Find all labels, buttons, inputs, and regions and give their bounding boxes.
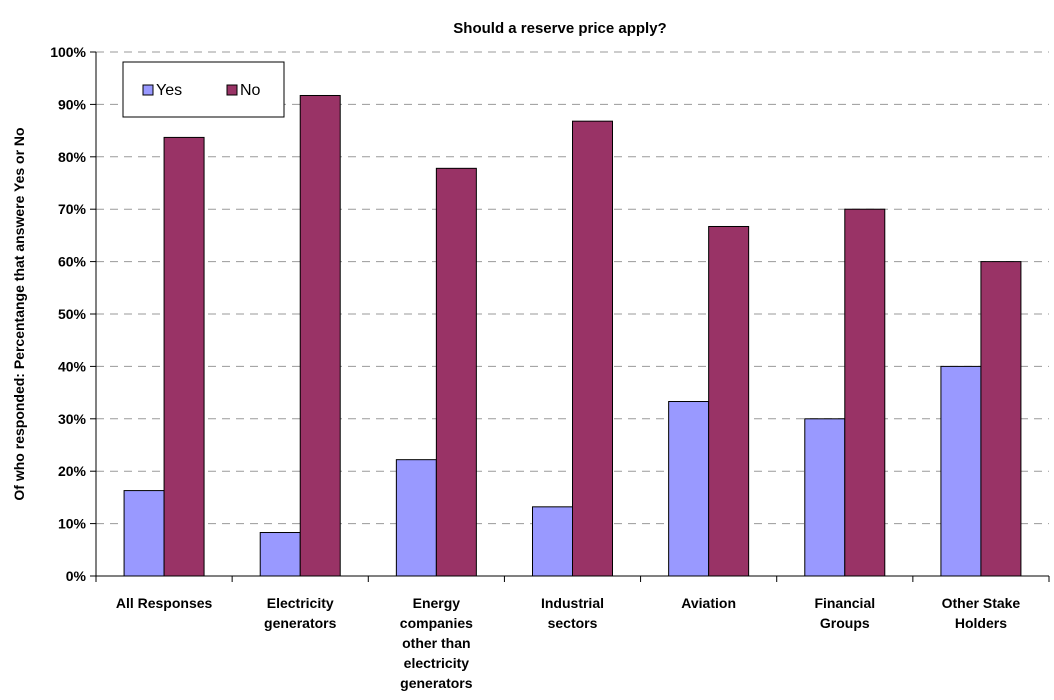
y-tick-label: 50% <box>58 306 87 322</box>
x-category-label-line: companies <box>400 615 473 631</box>
y-tick-labels: 0% 10% 20% 30% 40% 50% 60% 70% 80% 90% 100% <box>50 44 86 584</box>
x-category-label: Industrial sectors <box>541 595 604 631</box>
bar-no-1 <box>299 94 341 577</box>
x-category-label-line: Other Stake <box>942 595 1021 611</box>
y-tick-label: 70% <box>58 201 87 217</box>
x-category-label-line: Industrial <box>541 595 604 611</box>
bar-no-4 <box>708 225 750 577</box>
bar-no-5 <box>844 208 886 577</box>
y-tick-label: 20% <box>58 463 87 479</box>
bar-yes-5 <box>804 418 846 577</box>
bar-yes-4 <box>668 401 710 577</box>
legend-swatch-yes <box>142 84 154 96</box>
bar-yes-2 <box>395 459 437 577</box>
y-tick-label: 60% <box>58 254 87 270</box>
x-category-label: Other Stake Holders <box>942 595 1021 631</box>
legend: Yes No <box>122 61 285 118</box>
bar-yes-6 <box>940 365 982 577</box>
bar-yes-0 <box>123 490 165 577</box>
bar-no-3 <box>572 120 613 577</box>
legend-label-yes: Yes <box>156 82 182 99</box>
bar-no-0 <box>163 136 205 577</box>
bars <box>123 94 1022 577</box>
x-category-label-line: generators <box>264 615 337 631</box>
x-category-label-line: other than <box>402 635 470 651</box>
x-category-label-line: Holders <box>955 615 1007 631</box>
x-category-label-line: electricity <box>404 655 470 671</box>
x-category-label: Energy companies other than electricity gene… <box>400 595 473 691</box>
bar-yes-1 <box>259 532 301 577</box>
y-tick-label: 100% <box>50 44 86 60</box>
x-category-label: Aviation <box>681 595 736 611</box>
y-tick-label: 80% <box>58 149 87 165</box>
y-tick-label: 30% <box>58 411 87 427</box>
legend-label-no: No <box>240 82 261 99</box>
x-category-label-line: sectors <box>548 615 598 631</box>
x-category-label-line: Financial <box>814 595 875 611</box>
y-tick-label: 10% <box>58 516 87 532</box>
x-category-label-line: All Responses <box>116 595 213 611</box>
x-category-label-line: generators <box>400 675 473 691</box>
x-category-label-line: Electricity <box>267 595 334 611</box>
y-tick-label: 0% <box>66 568 87 584</box>
bar-no-6 <box>980 261 1022 577</box>
x-category-label-line: Aviation <box>681 595 736 611</box>
y-tick-label: 40% <box>58 358 87 374</box>
y-axis-label: Of who responded: Percentange that answe… <box>11 127 27 500</box>
axes <box>90 51 1050 582</box>
x-category-label-line: Energy <box>413 595 461 611</box>
bar-no-2 <box>435 167 477 577</box>
bar-yes-3 <box>532 506 573 577</box>
legend-swatch-no <box>226 84 238 96</box>
chart-title: Should a reserve price apply? <box>453 20 666 37</box>
y-tick-label: 90% <box>58 96 87 112</box>
x-category-label: All Responses <box>116 595 213 611</box>
x-category-labels: All Responses Electricity generatorsEnergy… <box>116 595 1021 691</box>
x-category-label: Electricity generators <box>264 595 337 631</box>
x-category-label: Financial Groups <box>814 595 875 631</box>
x-category-label-line: Groups <box>820 615 870 631</box>
